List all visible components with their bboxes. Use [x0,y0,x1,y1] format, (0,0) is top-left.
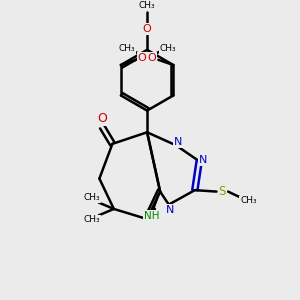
Text: O: O [138,53,147,63]
Text: O: O [148,53,156,63]
Text: N: N [166,205,174,214]
Text: CH₃: CH₃ [159,44,176,53]
Text: CH₃: CH₃ [84,194,100,202]
Text: CH₃: CH₃ [240,196,257,205]
Text: NH: NH [144,211,159,221]
Text: N: N [199,155,207,165]
Text: N: N [174,137,182,147]
Text: CH₃: CH₃ [139,1,155,10]
Text: O: O [143,24,152,34]
Text: O: O [97,112,107,125]
Text: S: S [219,185,226,198]
Text: CH₃: CH₃ [84,215,100,224]
Text: CH₃: CH₃ [119,44,135,53]
